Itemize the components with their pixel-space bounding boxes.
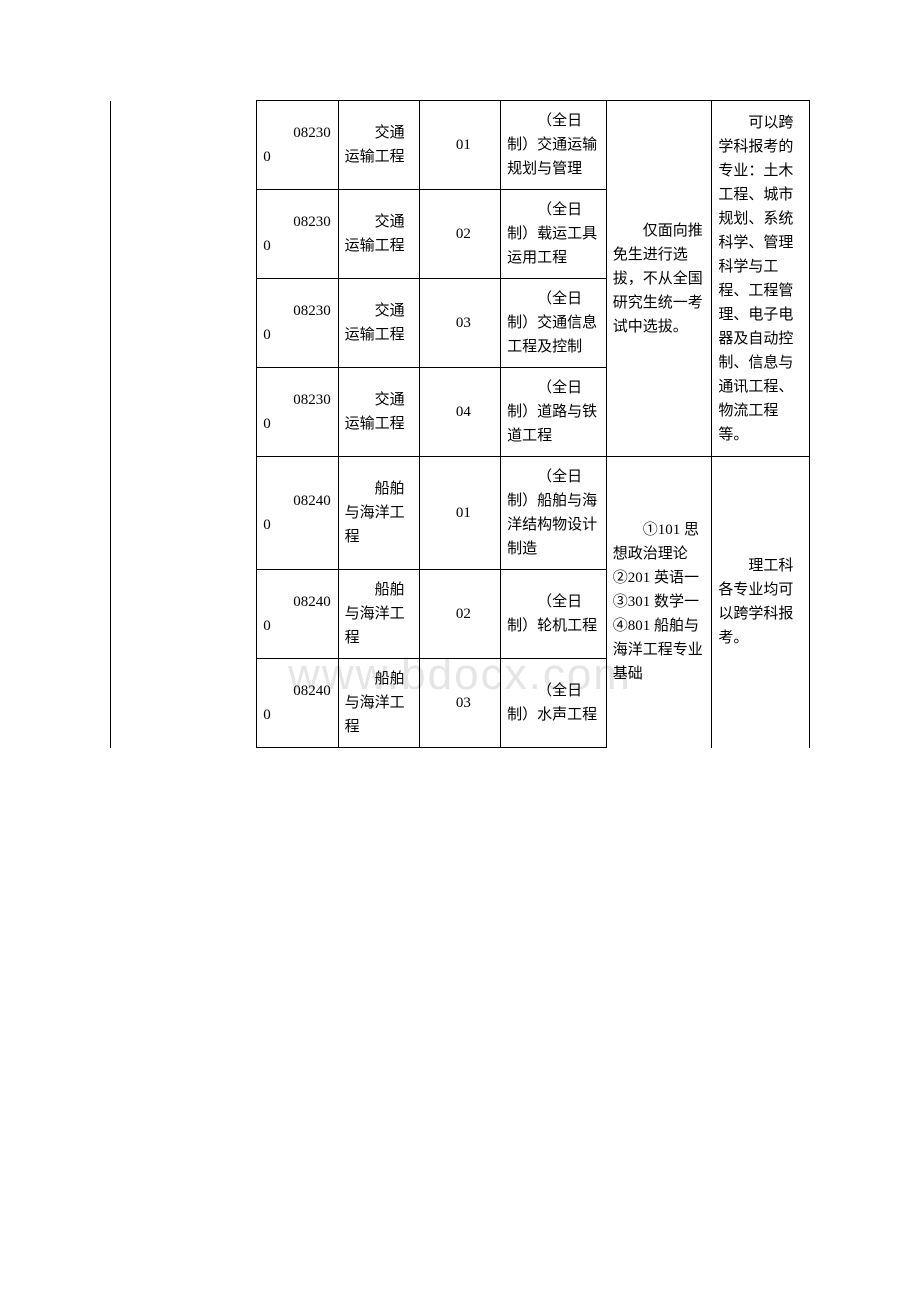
major-cell: 交通运输工程 — [338, 190, 419, 279]
code-cell: 082400 — [257, 570, 338, 659]
code-cell: 082400 — [257, 659, 338, 748]
dircode-cell: 04 — [419, 368, 500, 457]
dirname-cell: （全日制）道路与铁道工程 — [501, 368, 607, 457]
major-cell: 船舶与海洋工程 — [338, 659, 419, 748]
note-cell: 理工科各专业均可以跨学科报考。 — [712, 457, 810, 748]
major-cell: 船舶与海洋工程 — [338, 457, 419, 570]
dirname-cell: （全日制）交通信息工程及控制 — [501, 279, 607, 368]
code-cell: 082300 — [257, 279, 338, 368]
dircode-cell: 03 — [419, 279, 500, 368]
dirname-cell: （全日制）载运工具运用工程 — [501, 190, 607, 279]
major-cell: 交通运输工程 — [338, 279, 419, 368]
major-cell: 船舶与海洋工程 — [338, 570, 419, 659]
code-cell: 082300 — [257, 190, 338, 279]
major-cell: 交通运输工程 — [338, 368, 419, 457]
dircode-cell: 01 — [419, 101, 500, 190]
code-cell: 082300 — [257, 101, 338, 190]
dirname-cell: （全日制）船舶与海洋结构物设计制造 — [501, 457, 607, 570]
dircode-cell: 02 — [419, 190, 500, 279]
note-cell: 可以跨学科报考的专业：土木工程、城市规划、系统科学、管理科学与工程、工程管理、电… — [712, 101, 810, 457]
dircode-cell: 01 — [419, 457, 500, 570]
dircode-cell: 02 — [419, 570, 500, 659]
dirname-cell: （全日制）交通运输规划与管理 — [501, 101, 607, 190]
dirname-cell: （全日制）水声工程 — [501, 659, 607, 748]
empty-cell — [111, 101, 257, 748]
code-cell: 082300 — [257, 368, 338, 457]
table-row: 082300 交通运输工程 01 （全日制）交通运输规划与管理 仅面向推免生进行… — [111, 101, 810, 190]
dircode-cell: 03 — [419, 659, 500, 748]
exam-cell: ①101 思想政治理论②201 英语一③301 数学一④801 船舶与海洋工程专… — [606, 457, 712, 748]
dirname-cell: （全日制）轮机工程 — [501, 570, 607, 659]
exam-cell: 仅面向推免生进行选拔，不从全国研究生统一考试中选拔。 — [606, 101, 712, 457]
program-table: 082300 交通运输工程 01 （全日制）交通运输规划与管理 仅面向推免生进行… — [110, 100, 810, 748]
major-cell: 交通运输工程 — [338, 101, 419, 190]
code-cell: 082400 — [257, 457, 338, 570]
